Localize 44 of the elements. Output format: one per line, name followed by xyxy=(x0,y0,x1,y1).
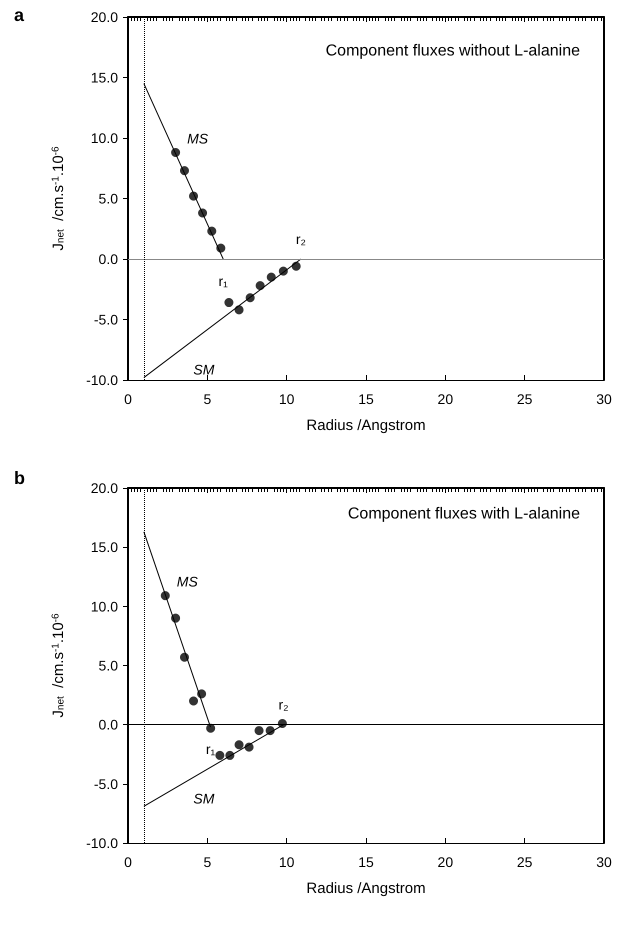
y-tick-label: -10.0 xyxy=(86,835,118,851)
y-tick-label: 0.0 xyxy=(98,251,118,267)
annotation: MS xyxy=(187,130,209,147)
annotation: r₂ xyxy=(278,696,289,713)
y-tick-label: -5.0 xyxy=(94,312,118,328)
text: a xyxy=(14,5,25,25)
x-tick-label: 20 xyxy=(438,854,454,870)
y-tick-label: 15.0 xyxy=(90,70,118,86)
annotation: r₂ xyxy=(296,231,306,247)
annotation: SM xyxy=(193,362,215,378)
text: Component fluxes without L-alanine xyxy=(326,42,580,60)
annotation: r₁ xyxy=(218,273,228,289)
x-tick-label: 30 xyxy=(596,854,612,870)
annotation: r₁ xyxy=(206,741,216,758)
y-tick-label: -5.0 xyxy=(94,776,118,792)
y-tick-label: 5.0 xyxy=(98,658,118,674)
x-tick-label: 15 xyxy=(358,391,374,407)
annotation: MS xyxy=(176,574,198,590)
x-tick-label: 0 xyxy=(124,391,132,407)
x-tick-label: 25 xyxy=(516,854,533,870)
text: Component fluxes with L-alanine xyxy=(348,506,580,522)
x-tick-label: 30 xyxy=(596,391,612,407)
y-tick-label: 20.0 xyxy=(90,480,118,496)
y-axis-title: Jnet /cm.s-1.10-6 xyxy=(50,146,67,251)
y-tick-label: 10.0 xyxy=(90,598,118,614)
y-axis-title: Jnet /cm.s-1.10-6 xyxy=(50,612,67,718)
y-tick-label: 15.0 xyxy=(90,539,118,556)
y-tick-label: 0.0 xyxy=(98,716,118,733)
x-tick-label: 5 xyxy=(203,854,212,870)
x-tick-label: 0 xyxy=(124,854,132,870)
y-tick-label: 20.0 xyxy=(90,9,118,25)
text: b xyxy=(14,468,25,488)
x-axis-title: Radius /Angstrom xyxy=(306,417,426,434)
x-tick-label: 25 xyxy=(516,391,533,407)
y-tick-label: -10.0 xyxy=(86,372,118,388)
y-tick-label: 5.0 xyxy=(98,190,118,206)
x-tick-label: 20 xyxy=(438,391,454,407)
x-axis-title: Radius /Angstrom xyxy=(306,880,426,897)
annotation: SM xyxy=(193,790,215,806)
x-tick-label: 5 xyxy=(203,391,212,407)
y-tick-label: 10.0 xyxy=(90,130,118,146)
x-tick-label: 10 xyxy=(278,391,295,407)
x-tick-label: 10 xyxy=(278,854,295,870)
x-tick-label: 15 xyxy=(358,854,374,870)
